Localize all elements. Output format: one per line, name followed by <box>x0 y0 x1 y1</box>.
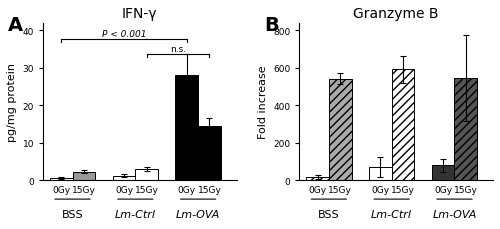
Text: B: B <box>264 16 280 35</box>
Text: Lm-OVA: Lm-OVA <box>432 209 476 219</box>
Text: P < 0.001: P < 0.001 <box>102 30 146 39</box>
Y-axis label: pg/mg protein: pg/mg protein <box>7 63 17 141</box>
Text: BSS: BSS <box>62 209 84 219</box>
Bar <box>198 126 221 180</box>
Bar <box>50 179 72 180</box>
Bar <box>72 172 95 180</box>
Y-axis label: Fold increase: Fold increase <box>258 65 268 139</box>
Title: IFN-γ: IFN-γ <box>122 7 158 21</box>
Bar <box>369 167 392 180</box>
Text: Lm-Ctrl: Lm-Ctrl <box>371 209 412 219</box>
Text: n.s.: n.s. <box>170 45 186 54</box>
Text: BSS: BSS <box>318 209 340 219</box>
Bar <box>432 165 454 180</box>
Bar <box>306 177 329 180</box>
Title: Granzyme B: Granzyme B <box>354 7 439 21</box>
Bar <box>392 70 414 180</box>
Bar <box>454 79 477 180</box>
Text: A: A <box>8 16 24 35</box>
Bar <box>329 79 351 180</box>
Bar <box>112 176 136 180</box>
Bar <box>176 76 198 180</box>
Text: Lm-Ctrl: Lm-Ctrl <box>115 209 156 219</box>
Bar <box>136 169 158 180</box>
Text: Lm-OVA: Lm-OVA <box>176 209 220 219</box>
